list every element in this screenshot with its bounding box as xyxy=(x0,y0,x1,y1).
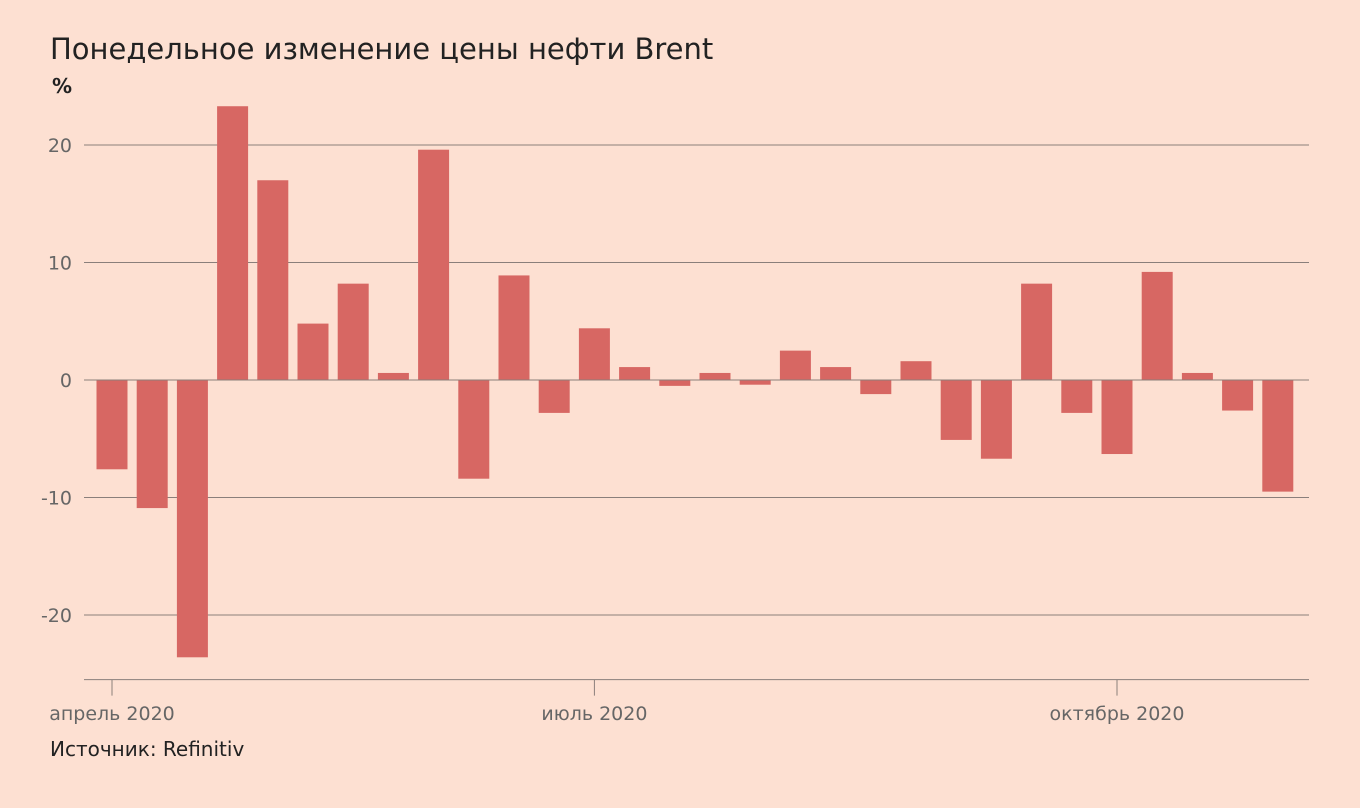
bar xyxy=(136,380,168,509)
bar xyxy=(498,275,530,380)
bar xyxy=(418,149,450,380)
x-tick-labels: апрель 2020 июль 2020 октябрь 2020 xyxy=(49,679,1185,725)
y-tick-label: -10 xyxy=(41,488,72,510)
bar xyxy=(1222,380,1254,411)
x-tick-label: апрель 2020 xyxy=(49,703,175,725)
bar xyxy=(820,367,852,380)
bar xyxy=(659,380,691,386)
chart-title: Понедельное изменение цены нефти Brent xyxy=(50,32,714,66)
bar xyxy=(257,180,289,380)
bar xyxy=(337,283,369,380)
bar xyxy=(538,380,570,413)
bar xyxy=(1061,380,1093,413)
y-tick-label: 20 xyxy=(48,135,72,157)
bar xyxy=(578,328,610,380)
bar xyxy=(699,372,731,380)
bar xyxy=(619,367,651,380)
bar xyxy=(176,380,208,658)
bar xyxy=(458,380,490,479)
bars xyxy=(96,106,1294,658)
y-tick-label: -20 xyxy=(41,605,72,627)
bar xyxy=(217,106,249,380)
bar xyxy=(739,380,771,385)
x-tick-label: июль 2020 xyxy=(541,703,647,725)
bar xyxy=(1181,372,1213,380)
bar xyxy=(96,380,128,470)
bar xyxy=(1262,380,1294,492)
bar xyxy=(1141,271,1173,380)
bar xyxy=(940,380,972,440)
bar xyxy=(860,380,892,395)
bar xyxy=(297,323,329,380)
x-tick-label: октябрь 2020 xyxy=(1050,703,1185,725)
source-note: Источник: Refinitiv xyxy=(50,737,245,761)
bar xyxy=(1021,283,1053,380)
bar xyxy=(377,372,409,380)
y-tick-label: 0 xyxy=(60,370,72,392)
bar xyxy=(779,350,811,380)
y-axis-unit: % xyxy=(52,74,73,98)
bar xyxy=(1101,380,1133,455)
y-tick-labels: 20 10 0 -10 -20 xyxy=(41,135,72,627)
y-tick-label: 10 xyxy=(48,253,72,275)
bar xyxy=(980,380,1012,459)
bar xyxy=(900,361,932,380)
